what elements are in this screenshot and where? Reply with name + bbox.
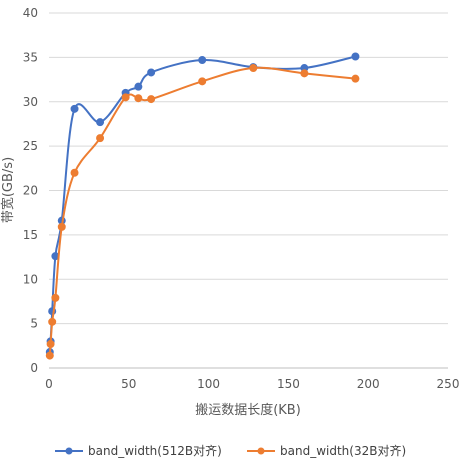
legend-swatch-marker bbox=[257, 447, 265, 455]
x-axis-title: 搬运数据长度(KB) bbox=[195, 402, 301, 418]
tick-labels: 0 5 10 15 20 25 30 35 40 0 50 100 150 200 250 bbox=[23, 6, 460, 391]
data-point bbox=[300, 69, 309, 78]
data-point bbox=[70, 168, 79, 177]
legend-item: band_width(32B对齐) bbox=[247, 443, 406, 458]
data-point bbox=[147, 95, 156, 104]
y-tick-label: 15 bbox=[23, 228, 38, 242]
y-tick-label: 5 bbox=[30, 317, 38, 331]
data-point bbox=[134, 94, 143, 103]
series-group bbox=[45, 52, 360, 360]
data-point bbox=[45, 351, 54, 360]
y-axis-title: 带宽(GB/s) bbox=[0, 157, 16, 223]
data-point bbox=[134, 82, 143, 91]
legend-item: band_width(512B对齐) bbox=[55, 443, 222, 458]
data-point bbox=[351, 74, 360, 83]
data-point bbox=[198, 77, 207, 86]
legend: band_width(512B对齐) band_width(32B对齐) bbox=[55, 443, 406, 458]
series-1 bbox=[45, 52, 360, 357]
y-tick-label: 20 bbox=[23, 184, 38, 198]
series-2 bbox=[45, 64, 360, 360]
data-point bbox=[70, 104, 79, 113]
data-point bbox=[96, 118, 105, 127]
y-tick-label: 0 bbox=[30, 361, 38, 375]
legend-swatch-marker bbox=[65, 447, 73, 455]
x-tick-label: 0 bbox=[45, 377, 53, 391]
legend-label: band_width(32B对齐) bbox=[280, 443, 406, 458]
x-tick-label: 50 bbox=[121, 377, 136, 391]
data-point bbox=[121, 93, 130, 102]
x-tick-label: 100 bbox=[197, 377, 220, 391]
y-tick-label: 25 bbox=[23, 139, 38, 153]
data-point bbox=[46, 340, 55, 349]
gridlines bbox=[49, 12, 448, 325]
data-point bbox=[147, 68, 156, 77]
y-tick-label: 40 bbox=[23, 6, 38, 20]
data-point bbox=[51, 293, 60, 302]
legend-label: band_width(512B对齐) bbox=[88, 443, 222, 458]
data-point bbox=[96, 134, 105, 143]
data-point bbox=[198, 56, 207, 65]
x-tick-label: 200 bbox=[357, 377, 380, 391]
data-point bbox=[249, 64, 258, 73]
y-tick-label: 30 bbox=[23, 95, 38, 109]
x-tick-label: 150 bbox=[277, 377, 300, 391]
data-point bbox=[351, 52, 360, 61]
y-tick-label: 35 bbox=[23, 50, 38, 64]
y-tick-label: 10 bbox=[23, 272, 38, 286]
series-line bbox=[48, 55, 356, 353]
x-tick-label: 250 bbox=[437, 377, 460, 391]
series-line bbox=[48, 66, 356, 356]
data-point bbox=[48, 317, 57, 326]
data-point bbox=[57, 222, 66, 231]
